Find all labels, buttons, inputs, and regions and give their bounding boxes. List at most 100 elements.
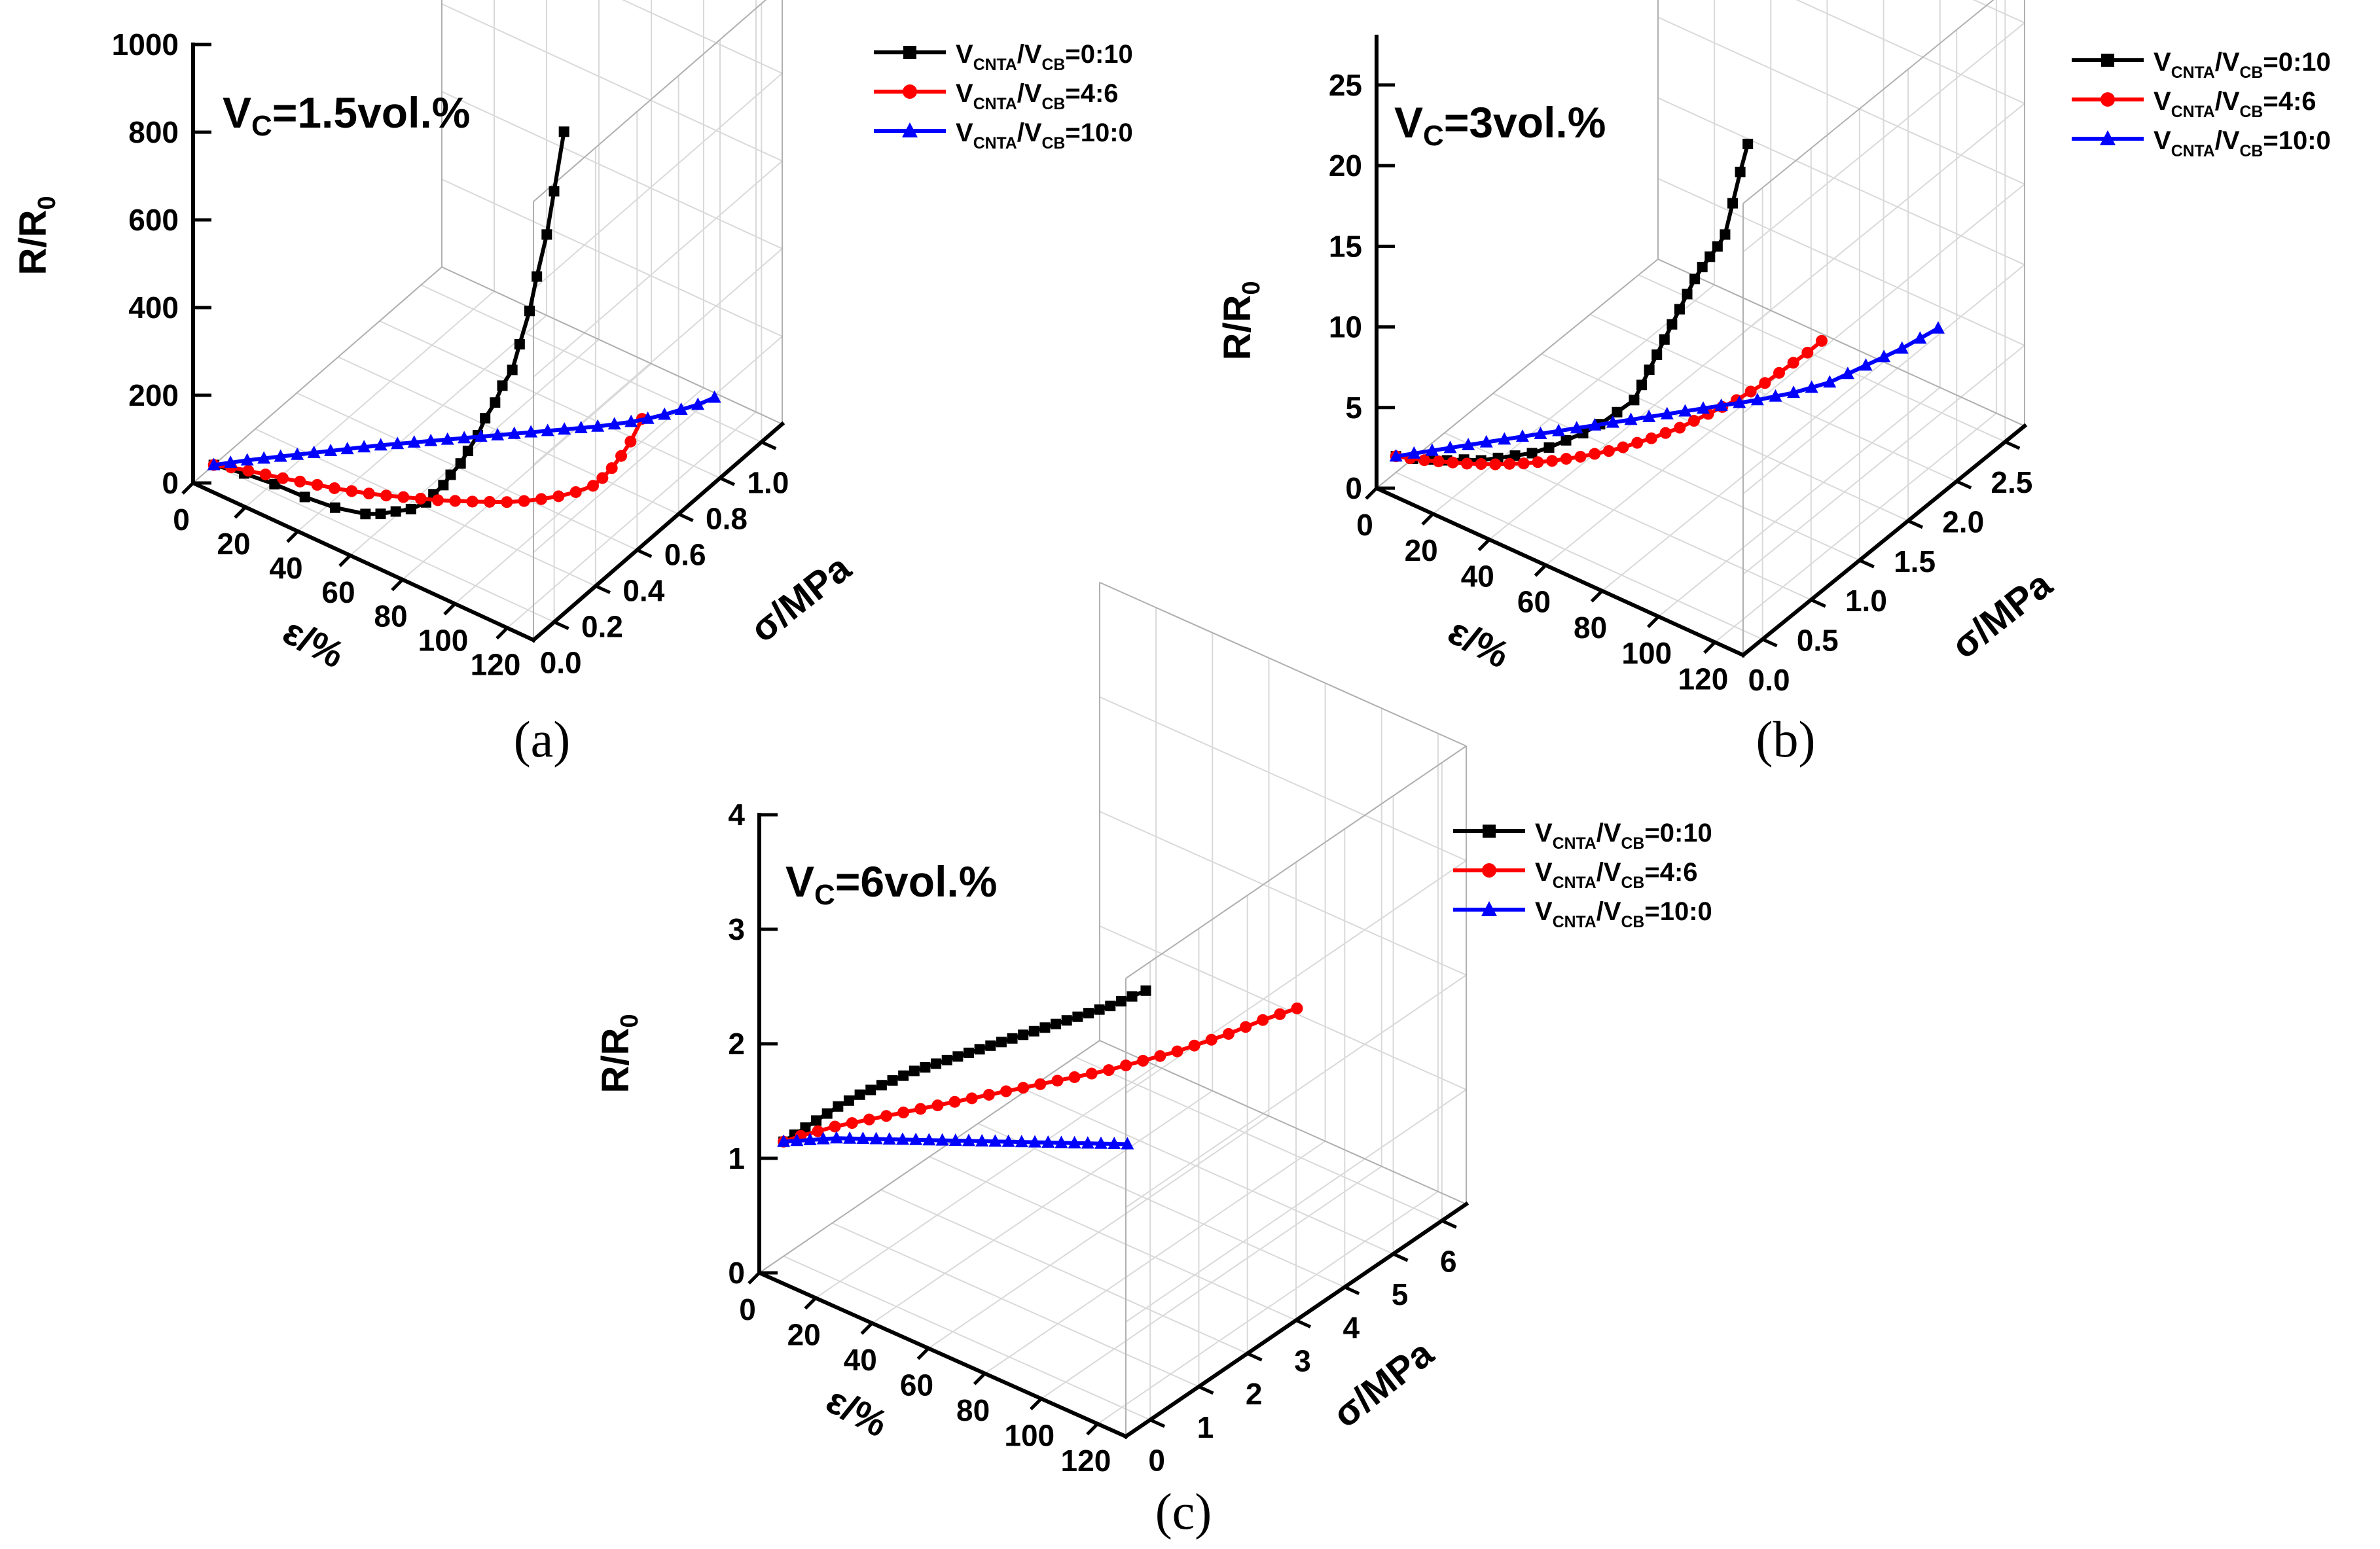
data-point-0-10 — [299, 491, 310, 503]
data-point-4-6 — [948, 1095, 961, 1108]
x-axis-title: ε/% — [1441, 610, 1517, 677]
x-tick-label: 20 — [1405, 533, 1438, 567]
data-point-10-0 — [224, 455, 238, 468]
data-point-10-0 — [1913, 331, 1927, 344]
x-tick — [391, 578, 404, 592]
series-line-0-10 — [782, 989, 1147, 1144]
side-wall-gridline — [533, 248, 783, 465]
data-point-4-6 — [1274, 1008, 1286, 1020]
y-tick — [1344, 1285, 1360, 1296]
data-point-4-6 — [277, 472, 289, 484]
data-point-10-0 — [691, 397, 705, 410]
x-tick-label: 100 — [418, 624, 469, 658]
data-point-0-10 — [1560, 435, 1572, 446]
data-point-4-6 — [363, 488, 375, 500]
data-point-4-6 — [484, 495, 496, 508]
data-point-10-0 — [1028, 1135, 1041, 1148]
data-point-0-10 — [524, 306, 535, 317]
data-point-10-0 — [1750, 393, 1764, 406]
data-point-10-0 — [962, 1133, 975, 1147]
legend-label: VCNTA/VCB=10:0 — [1535, 897, 1712, 931]
data-point-10-0 — [1498, 432, 1511, 445]
floor-gridline — [832, 1222, 1199, 1387]
y-tick-label: 6 — [1440, 1244, 1457, 1278]
data-point-4-6 — [931, 1099, 944, 1112]
data-point-10-0 — [1108, 1136, 1121, 1149]
legend-marker — [1483, 825, 1496, 838]
data-point-10-0 — [1841, 366, 1854, 380]
data-point-4-6 — [596, 472, 609, 484]
data-point-0-10 — [360, 508, 371, 520]
frame-edge — [759, 1040, 1100, 1273]
data-point-4-6 — [829, 1120, 841, 1133]
z-tick-label: 5 — [1345, 391, 1362, 425]
y-tick — [677, 512, 694, 522]
y-axis-title: σ/MPa — [1325, 1332, 1442, 1436]
data-point-0-10 — [1007, 1033, 1018, 1044]
back-wall-gridline — [1657, 97, 2025, 266]
data-point-10-0 — [988, 1134, 1002, 1147]
data-point-0-10 — [952, 1051, 964, 1062]
data-point-0-10 — [811, 1115, 822, 1126]
data-point-4-6 — [624, 435, 637, 448]
data-point-4-6 — [1546, 455, 1559, 467]
data-point-0-10 — [1612, 406, 1623, 418]
side-wall-gridline — [1742, 345, 2025, 575]
data-point-4-6 — [1240, 1021, 1252, 1033]
data-point-4-6 — [605, 462, 618, 474]
data-point-10-0 — [1787, 385, 1801, 399]
data-point-4-6 — [1504, 457, 1516, 470]
frame-edge — [1657, 258, 2025, 427]
legend-marker — [2100, 130, 2116, 145]
data-point-4-6 — [880, 1110, 893, 1122]
data-point-4-6 — [1787, 357, 1799, 369]
data-point-10-0 — [803, 1132, 817, 1145]
data-point-4-6 — [1432, 455, 1445, 467]
data-point-4-6 — [518, 495, 530, 507]
z-tick-label: 10 — [1329, 310, 1362, 344]
y-tick — [1858, 558, 1875, 569]
data-point-0-10 — [445, 469, 456, 480]
data-point-0-10 — [375, 508, 386, 520]
x-axis-title: ε/% — [820, 1379, 895, 1446]
data-point-10-0 — [856, 1131, 870, 1145]
data-point-10-0 — [274, 449, 287, 462]
data-point-0-10 — [541, 229, 552, 240]
data-point-10-0 — [895, 1132, 909, 1145]
data-point-4-6 — [329, 482, 340, 494]
series-line-4-6 — [213, 418, 644, 505]
x-tick-label: 100 — [1004, 1418, 1055, 1452]
frame-edge — [1742, 0, 1994, 204]
data-point-10-0 — [424, 433, 438, 446]
y-tick — [2004, 440, 2021, 450]
data-point-4-6 — [1801, 346, 1814, 359]
x-tick — [1703, 641, 1716, 654]
data-point-4-6 — [1068, 1071, 1081, 1083]
data-point-4-6 — [397, 491, 410, 503]
data-point-0-10 — [1509, 450, 1521, 461]
data-point-10-0 — [1733, 395, 1746, 408]
data-point-4-6 — [1257, 1014, 1269, 1026]
data-point-0-10 — [1105, 1001, 1116, 1012]
data-point-4-6 — [863, 1113, 875, 1126]
y-tick — [1956, 480, 1972, 490]
data-point-0-10 — [532, 271, 543, 282]
data-point-10-0 — [975, 1133, 989, 1147]
z-tick-label: 2 — [728, 1027, 745, 1061]
z-axis-title: R/R0 — [594, 1014, 643, 1093]
z-tick-label: 3 — [728, 912, 745, 946]
x-tick-label: 40 — [1461, 559, 1494, 593]
y-tick-label: 0.8 — [706, 502, 748, 536]
data-point-0-10 — [1704, 251, 1716, 262]
y-tick-label: 1 — [1197, 1410, 1214, 1444]
data-point-4-6 — [1000, 1085, 1013, 1097]
panel-b-caption: (b) — [1756, 711, 1816, 768]
data-point-0-10 — [1072, 1011, 1083, 1022]
floor-gridline — [977, 1122, 1345, 1288]
floor-gridline — [1026, 1090, 1394, 1255]
data-point-4-6 — [1517, 457, 1530, 470]
data-point-0-10 — [887, 1075, 898, 1086]
legend-label: VCNTA/VCB=4:6 — [2154, 87, 2317, 121]
data-point-0-10 — [1727, 198, 1739, 209]
